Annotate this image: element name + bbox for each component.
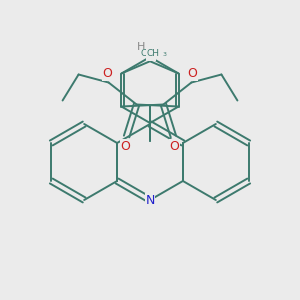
Text: H: H [137,42,145,52]
Text: O: O [169,140,179,153]
Text: N: N [146,47,156,61]
Text: N: N [145,194,155,206]
Text: O: O [188,67,197,80]
Text: CH: CH [140,49,153,58]
Text: O: O [103,67,112,80]
Text: 3: 3 [162,52,167,58]
Text: O: O [121,140,130,153]
Text: 3: 3 [156,52,160,58]
Text: CH: CH [147,49,160,58]
